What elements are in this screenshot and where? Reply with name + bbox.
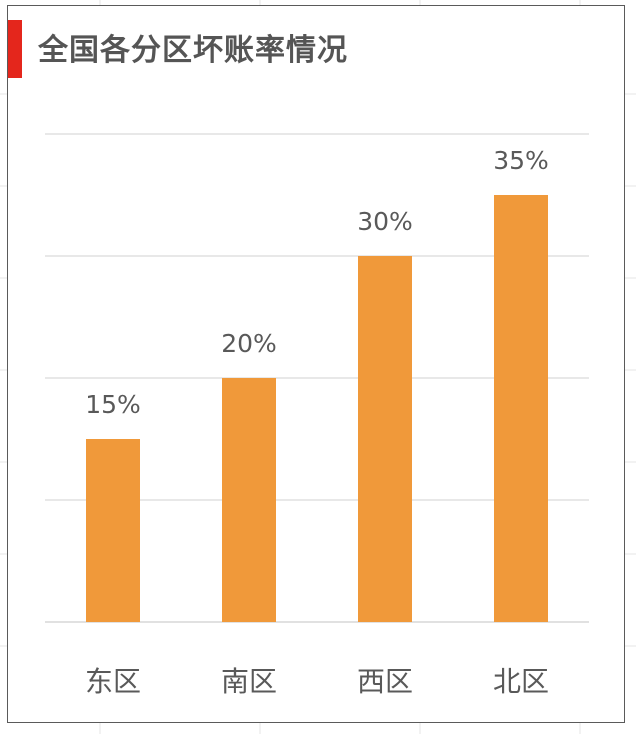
bar-2[interactable]: [222, 378, 276, 622]
bar-plot: 15% 东区 20% 南区 30% 西区 35% 北区: [45, 133, 589, 698]
bar-4[interactable]: [494, 195, 548, 622]
chart-title: 全国各分区坏账率情况: [38, 33, 348, 68]
x-tick-label: 西区: [357, 665, 413, 698]
data-label: 15%: [85, 390, 141, 419]
bar-3[interactable]: [358, 256, 412, 622]
x-tick-label: 北区: [493, 665, 549, 698]
data-label: 30%: [357, 207, 413, 236]
data-label: 20%: [221, 329, 277, 358]
title-accent-bar: [8, 20, 22, 78]
bar-1[interactable]: [86, 439, 140, 622]
x-tick-label: 东区: [85, 665, 141, 698]
data-label: 35%: [493, 146, 549, 175]
chart-area[interactable]: 全国各分区坏账率情况 15% 东区 20% 南区 30% 西区 35% 北区: [7, 5, 625, 723]
x-tick-label: 南区: [221, 665, 277, 698]
